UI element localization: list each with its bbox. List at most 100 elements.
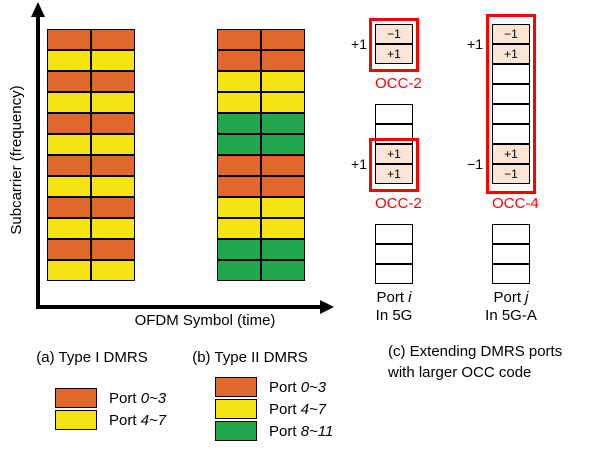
- y-axis-arrowhead: [31, 2, 45, 17]
- resource-element-cell: [217, 176, 261, 197]
- resource-element-cell: [217, 155, 261, 176]
- legend-swatch-yellow: [55, 410, 97, 430]
- occ-outer-weight: +1: [351, 36, 367, 52]
- occ-weight-cell: +1: [492, 44, 530, 64]
- resource-element-cell: [261, 155, 305, 176]
- resource-element-cell: [217, 218, 261, 239]
- caption-type2: (b) Type II DMRS: [192, 349, 308, 366]
- resource-element-cell: [47, 155, 91, 176]
- resource-element-cell: [261, 134, 305, 155]
- legend-label: Port 4~7: [269, 400, 327, 418]
- resource-element-cell: [47, 260, 91, 281]
- occ-code-label: OCC-4: [492, 195, 539, 212]
- resource-element-cell: [47, 92, 91, 113]
- resource-element-cell: [91, 176, 135, 197]
- caption-extending: (c) Extending DMRS ports with larger OCC…: [388, 343, 563, 381]
- occ2-highlight-box-top: [369, 18, 419, 72]
- resource-element-cell: [217, 113, 261, 134]
- occ-weight-cell: +1: [375, 144, 413, 164]
- legend-type2: Port 0~3 Port 4~7 Port 8~11: [215, 376, 333, 442]
- legend-label: Port 4~7: [109, 411, 167, 429]
- legend-item: Port 8~11: [215, 420, 333, 442]
- x-axis-arrowhead: [320, 300, 334, 314]
- resource-element-cell: [261, 239, 305, 260]
- resource-element-cell: [261, 197, 305, 218]
- occ-weight-cell: [375, 264, 413, 284]
- resource-element-cell: [91, 113, 135, 134]
- resource-element-cell: [217, 71, 261, 92]
- resource-element-cell: [91, 218, 135, 239]
- legend-item: Port 0~3: [215, 376, 333, 398]
- occ-weight-cell: [375, 104, 413, 124]
- occ-weight-cell: +1: [375, 44, 413, 64]
- occ-weight-cell: [492, 224, 530, 244]
- legend-swatch-green: [215, 421, 257, 441]
- occ-weight-cell: [492, 104, 530, 124]
- caption-type1: (a) Type I DMRS: [36, 349, 148, 366]
- resource-element-cell: [91, 134, 135, 155]
- resource-element-cell: [47, 218, 91, 239]
- legend-label: Port 0~3: [109, 389, 167, 407]
- legend-item: Port 0~3: [55, 387, 166, 409]
- resource-element-cell: [47, 134, 91, 155]
- resource-element-cell: [47, 197, 91, 218]
- occ-weight-cell: +1: [492, 144, 530, 164]
- resource-element-cell: [217, 134, 261, 155]
- occ-weight-cell: [375, 224, 413, 244]
- resource-element-cell: [47, 176, 91, 197]
- resource-element-cell: [47, 50, 91, 71]
- resource-element-cell: [261, 92, 305, 113]
- y-axis-label: Subcarrier (frequency): [8, 85, 25, 235]
- occ-weight-cell: −1: [375, 24, 413, 44]
- occ-column-port-i-5g: −1 +1 OCC-2 +1 +1 OCC-2: [375, 24, 422, 284]
- resource-element-cell: [261, 113, 305, 134]
- port-j-label: Port j: [493, 289, 529, 306]
- type2-dmrs-grid: [217, 29, 305, 281]
- legend-swatch-yellow: [215, 399, 257, 419]
- resource-element-cell: [91, 50, 135, 71]
- occ-code-label: OCC-2: [375, 75, 422, 92]
- occ2-highlight-box-bottom: [369, 138, 419, 192]
- resource-element-cell: [261, 71, 305, 92]
- occ-weight-cell: [492, 124, 530, 144]
- occ-code-label: OCC-2: [375, 195, 422, 212]
- legend-item: Port 4~7: [55, 409, 166, 431]
- resource-element-cell: [91, 71, 135, 92]
- occ-outer-weight: −1: [467, 156, 483, 172]
- resource-element-cell: [47, 71, 91, 92]
- resource-element-cell: [91, 239, 135, 260]
- legend-item: Port 4~7: [215, 398, 333, 420]
- legend-label: Port 0~3: [269, 378, 327, 396]
- resource-element-cell: [47, 29, 91, 50]
- occ4-highlight-box: [486, 14, 536, 194]
- occ-weight-cell: [492, 64, 530, 84]
- x-axis-label: OFDM Symbol (time): [134, 312, 276, 329]
- occ-weight-cell: [492, 244, 530, 264]
- resource-element-cell: [47, 239, 91, 260]
- resource-element-cell: [91, 197, 135, 218]
- resource-element-cell: [217, 92, 261, 113]
- resource-element-cell: [261, 29, 305, 50]
- legend-label: Port 8~11: [269, 422, 334, 440]
- resource-element-cell: [217, 50, 261, 71]
- occ-weight-cell: −1: [492, 164, 530, 184]
- legend-swatch-orange: [55, 388, 97, 408]
- resource-element-cell: [217, 239, 261, 260]
- occ-weight-cell: +1: [375, 164, 413, 184]
- resource-element-cell: [47, 113, 91, 134]
- axes-arrows: [31, 2, 334, 314]
- occ-column-port-j-5ga: −1 +1 +1 −1 OCC-4: [492, 24, 539, 284]
- resource-element-cell: [261, 50, 305, 71]
- resource-element-cell: [261, 260, 305, 281]
- resource-element-cell: [217, 197, 261, 218]
- occ-weight-cell: [492, 84, 530, 104]
- resource-element-cell: [91, 29, 135, 50]
- type1-dmrs-grid: [47, 29, 135, 281]
- resource-element-cell: [261, 176, 305, 197]
- resource-element-cell: [91, 260, 135, 281]
- occ-weight-cell: [375, 244, 413, 264]
- occ-weight-cell: −1: [492, 24, 530, 44]
- port-j-sublabel: In 5G-A: [485, 307, 537, 324]
- resource-element-cell: [91, 155, 135, 176]
